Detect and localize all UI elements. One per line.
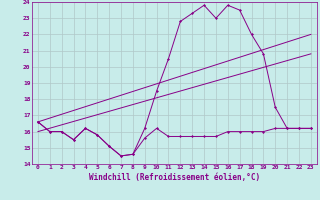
X-axis label: Windchill (Refroidissement éolien,°C): Windchill (Refroidissement éolien,°C) bbox=[89, 173, 260, 182]
